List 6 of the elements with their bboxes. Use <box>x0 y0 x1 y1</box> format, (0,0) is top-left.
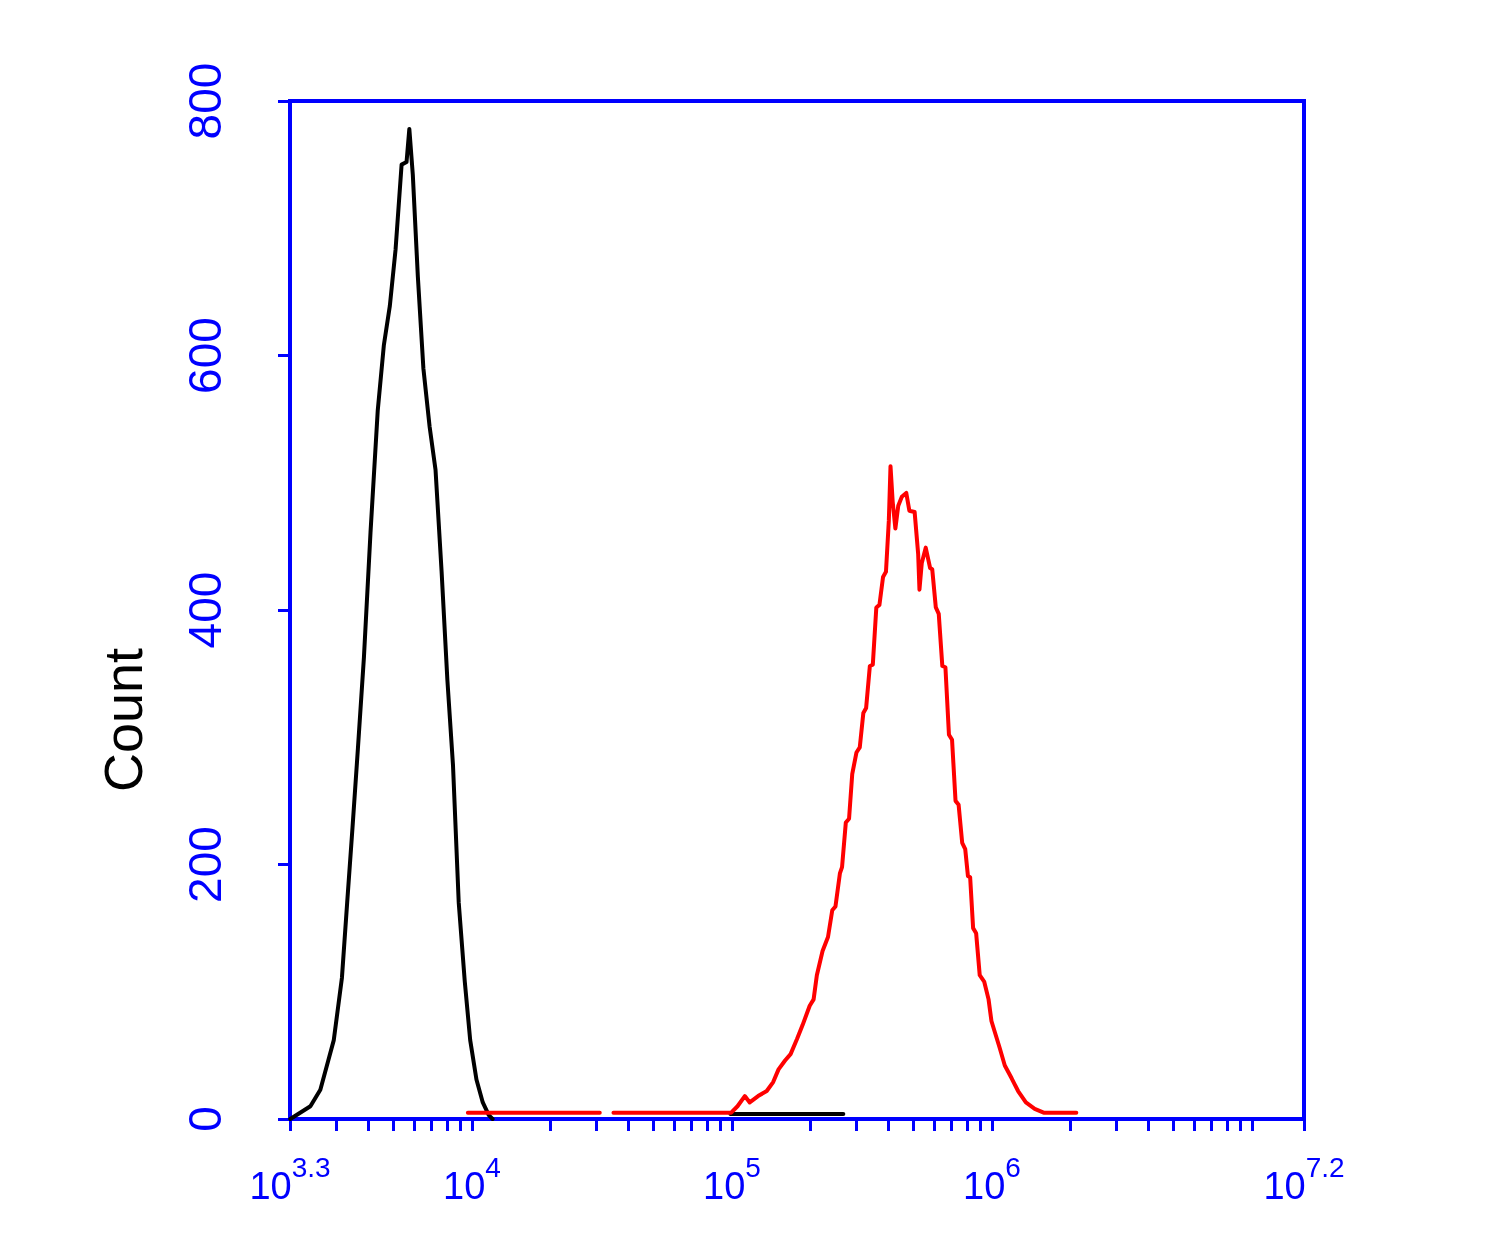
y-tick-label: 400 <box>179 571 231 649</box>
y-tick-label: 600 <box>179 317 231 394</box>
y-axis-title: Count <box>93 647 153 793</box>
y-tick-label: 800 <box>179 62 231 140</box>
y-tick-label: 0 <box>179 1106 231 1132</box>
y-tick-label: 200 <box>179 826 231 903</box>
